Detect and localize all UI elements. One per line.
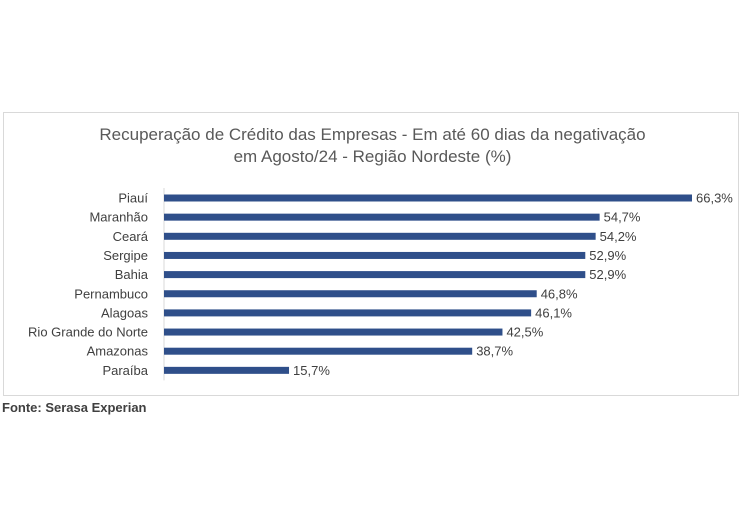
bar-8 bbox=[164, 347, 473, 355]
value-label-8: 38,7% bbox=[476, 344, 513, 359]
value-label-7: 42,5% bbox=[506, 325, 543, 340]
chart-title-line-2: em Agosto/24 - Região Nordeste (%) bbox=[233, 147, 512, 166]
category-label-4: Bahia bbox=[115, 267, 149, 282]
category-label-8: Amazonas bbox=[87, 344, 149, 359]
category-label-5: Pernambuco bbox=[74, 286, 148, 301]
value-label-4: 52,9% bbox=[589, 267, 626, 282]
value-label-2: 54,2% bbox=[600, 229, 637, 244]
value-label-5: 46,8% bbox=[541, 286, 578, 301]
category-label-1: Maranhão bbox=[89, 210, 148, 225]
category-label-6: Alagoas bbox=[101, 305, 148, 320]
category-label-9: Paraíba bbox=[102, 363, 148, 378]
source-note: Fonte: Serasa Experian bbox=[2, 400, 147, 415]
bar-6 bbox=[164, 309, 532, 317]
category-label-2: Ceará bbox=[113, 229, 149, 244]
category-label-0: Piauí bbox=[118, 191, 148, 206]
bar-9 bbox=[164, 366, 290, 374]
chart-title: Recuperação de Crédito das Empresas - Em… bbox=[0, 124, 745, 168]
value-label-3: 52,9% bbox=[589, 248, 626, 263]
value-label-1: 54,7% bbox=[604, 210, 641, 225]
chart-title-line-1: Recuperação de Crédito das Empresas - Em… bbox=[99, 125, 646, 144]
bar-3 bbox=[164, 251, 586, 259]
value-label-0: 66,3% bbox=[696, 191, 733, 206]
value-label-9: 15,7% bbox=[293, 363, 330, 378]
bar-0 bbox=[164, 194, 692, 202]
category-label-3: Sergipe bbox=[103, 248, 148, 263]
bar-7 bbox=[164, 328, 503, 336]
bar-2 bbox=[164, 232, 596, 240]
category-label-7: Rio Grande do Norte bbox=[28, 325, 148, 340]
bar-1 bbox=[164, 213, 600, 221]
value-label-6: 46,1% bbox=[535, 305, 572, 320]
bar-4 bbox=[164, 271, 586, 279]
bar-5 bbox=[164, 290, 537, 298]
